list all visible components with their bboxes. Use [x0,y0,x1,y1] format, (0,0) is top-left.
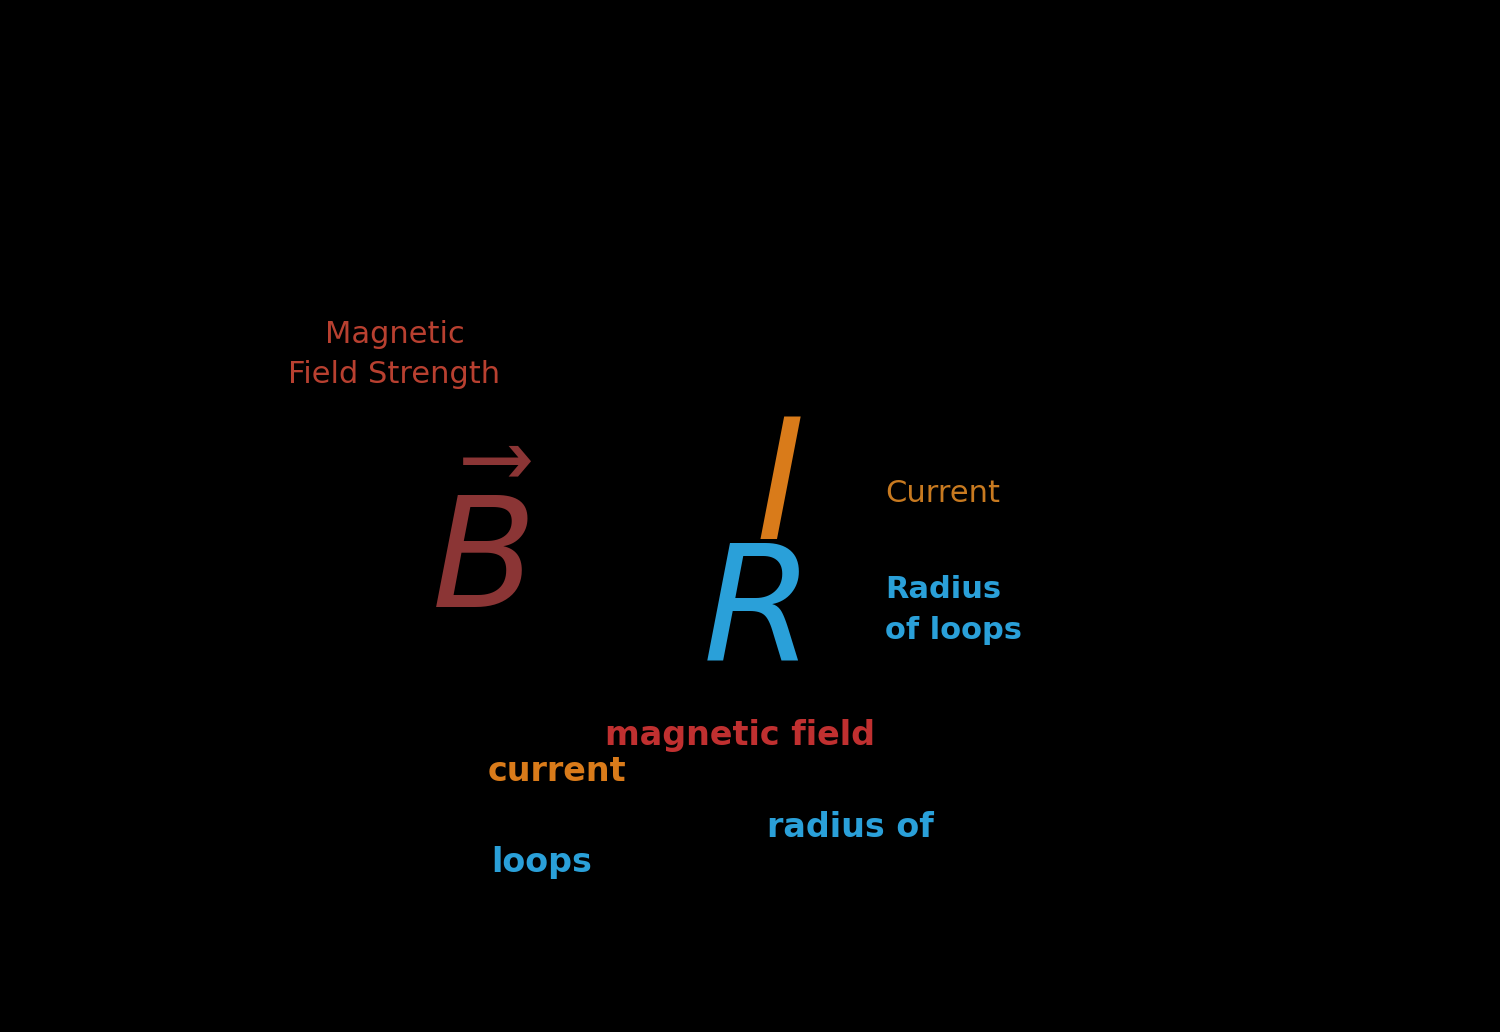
Text: current: current [488,755,627,788]
Text: Magnetic
Field Strength: Magnetic Field Strength [288,320,501,389]
Text: $\vec{B}$: $\vec{B}$ [430,474,532,640]
Text: Radius
of loops: Radius of loops [885,576,1022,645]
Text: Current: Current [885,479,1001,508]
Text: radius of: radius of [766,810,933,843]
Text: loops: loops [492,846,592,879]
Text: $\mathit{I}$: $\mathit{I}$ [754,413,801,574]
Text: $\mathit{R}$: $\mathit{R}$ [702,540,800,694]
Text: magnetic field: magnetic field [604,719,874,752]
